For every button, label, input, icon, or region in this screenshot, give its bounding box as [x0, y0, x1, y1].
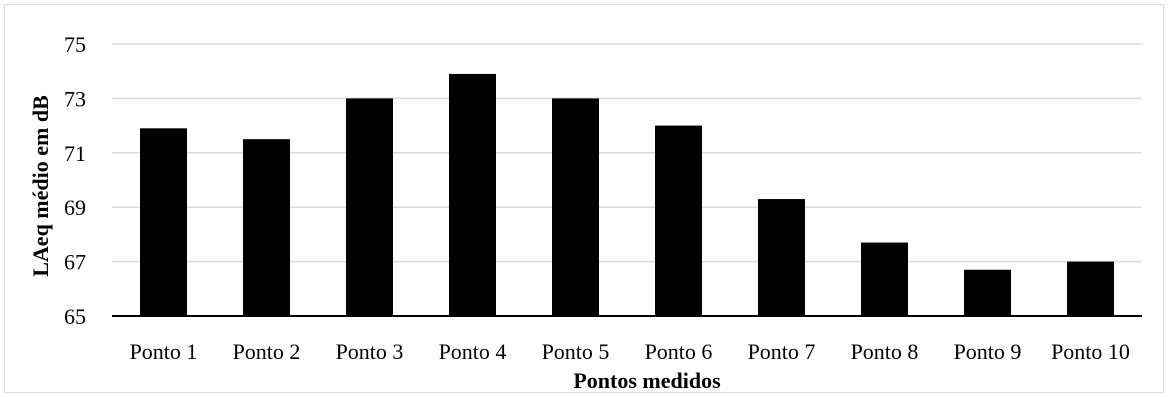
y-tick-label: 65 [64, 304, 86, 329]
x-tick-label: Ponto 10 [1051, 339, 1130, 364]
x-tick-label: Ponto 9 [954, 339, 1022, 364]
y-tick-label: 75 [64, 32, 86, 57]
x-tick-label: Ponto 2 [233, 339, 301, 364]
bar [655, 125, 702, 316]
y-tick-label: 71 [64, 141, 86, 166]
chart-frame [4, 4, 1164, 393]
y-tick-label: 73 [64, 86, 86, 111]
y-tick-labels: 65 67 69 71 73 75 [64, 32, 86, 329]
x-tick-label: Ponto 7 [748, 339, 816, 364]
x-tick-labels: Ponto 1 Ponto 2 Ponto 3 Ponto 4 Ponto 5 Ponto… [130, 339, 1130, 364]
x-tick-label: Ponto 1 [130, 339, 198, 364]
x-tick-label: Ponto 5 [542, 339, 610, 364]
bar [758, 199, 805, 316]
x-tick-label: Ponto 4 [439, 339, 507, 364]
bar [346, 98, 393, 317]
y-tick-label: 67 [64, 250, 86, 275]
x-axis-title: Pontos medidos [573, 368, 721, 393]
bars [140, 73, 1114, 317]
bar [449, 73, 496, 316]
bar [243, 139, 290, 316]
x-tick-label: Ponto 6 [645, 339, 713, 364]
bar [1067, 261, 1114, 316]
bar [140, 128, 187, 316]
x-tick-label: Ponto 3 [336, 339, 404, 364]
bar [964, 269, 1011, 316]
y-tick-label: 69 [64, 195, 86, 220]
x-tick-label: Ponto 8 [851, 339, 919, 364]
y-axis-title: LAeq médio em dB [28, 95, 53, 277]
bar [861, 242, 908, 316]
bar [552, 98, 599, 317]
